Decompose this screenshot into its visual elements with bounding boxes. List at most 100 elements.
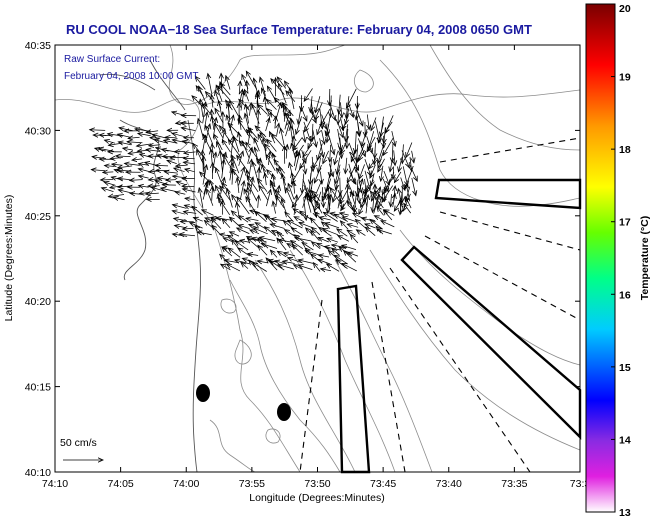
current-vector (399, 156, 403, 172)
current-vector (298, 260, 314, 264)
current-vector (245, 113, 250, 130)
x-axis: 74:10 74:05 74:00 73:55 73:50 73:45 73:40 73:35… (42, 45, 590, 490)
current-vector (148, 156, 161, 157)
current-vector (354, 192, 356, 213)
y-tick-label: 40:15 (25, 382, 51, 394)
contour-line (353, 69, 374, 93)
current-vector (258, 105, 268, 115)
current-vector (294, 153, 299, 171)
current-vector (286, 145, 287, 159)
current-vector (125, 163, 140, 165)
current-vector (350, 235, 359, 244)
current-vector (381, 221, 395, 228)
current-vector (327, 238, 339, 243)
current-vector (347, 201, 358, 214)
current-vector (356, 157, 357, 172)
current-note-line1: Raw Surface Current: (64, 54, 160, 65)
x-tick-label: 74:10 (42, 478, 68, 490)
current-vector (183, 141, 194, 144)
y-tick-label: 40:20 (25, 296, 51, 308)
current-vector (337, 157, 341, 174)
current-vector (223, 154, 230, 166)
current-vector (339, 94, 341, 114)
current-vector (302, 173, 304, 194)
current-vector (261, 244, 278, 249)
current-vector (248, 183, 258, 202)
contour-line (204, 89, 580, 113)
current-vector (314, 164, 322, 183)
current-vector (211, 218, 222, 230)
current-vector (402, 144, 403, 163)
current-vector (365, 224, 376, 229)
current-vector (340, 213, 349, 215)
current-vector (227, 188, 233, 208)
current-vector (211, 149, 212, 164)
current-vector (298, 102, 303, 124)
current-vector (265, 118, 270, 132)
current-vector (281, 128, 285, 146)
current-vector (340, 102, 342, 117)
colorbar-ticks: 13 14 15 16 17 18 19 20 (611, 3, 631, 518)
current-vector (258, 110, 259, 132)
current-vector (406, 197, 412, 209)
current-vector (310, 96, 312, 112)
current-vector (237, 178, 239, 194)
current-vector (356, 179, 362, 201)
boundary-line (439, 137, 580, 163)
current-vector (183, 189, 196, 192)
current-vector (315, 200, 323, 214)
colorbar-tick-label: 18 (619, 144, 631, 156)
current-vector (319, 217, 331, 220)
current-vector (220, 83, 231, 96)
current-vector (373, 195, 380, 214)
x-tick-label: 73:45 (370, 478, 396, 490)
current-vector (146, 193, 159, 194)
current-vector (378, 158, 385, 172)
coast-line (99, 73, 156, 91)
current-vector (382, 178, 388, 192)
current-vector (275, 116, 276, 129)
current-vector (290, 88, 295, 110)
current-vector (247, 148, 253, 164)
current-vector (202, 180, 208, 200)
current-vector (222, 160, 224, 179)
current-vector (199, 188, 204, 208)
current-vector (302, 243, 314, 251)
current-vector (338, 109, 339, 125)
y-tick-label: 40:25 (25, 211, 51, 223)
current-vector (253, 228, 268, 235)
current-vector (404, 203, 412, 214)
current-vector (304, 88, 313, 101)
current-vector (357, 138, 365, 156)
current-vector (313, 151, 323, 168)
current-vector (241, 262, 249, 269)
current-vector (326, 123, 329, 136)
current-vector (265, 97, 267, 111)
current-vector (345, 124, 347, 141)
current-vector (103, 172, 114, 173)
current-vector (367, 136, 376, 152)
current-vector (228, 248, 241, 258)
current-vector (183, 228, 194, 229)
current-vector (310, 218, 320, 229)
current-vector (132, 159, 143, 160)
current-vector (316, 96, 321, 112)
current-vector (259, 186, 269, 201)
current-vector (337, 123, 343, 137)
current-vector (283, 261, 295, 263)
current-vector (303, 129, 305, 142)
current-vector (277, 238, 287, 251)
current-vector (320, 171, 322, 185)
current-vector (385, 121, 393, 133)
current-vector (278, 265, 294, 270)
current-vector (253, 263, 267, 272)
current-vector (400, 177, 405, 191)
current-vector (390, 158, 393, 172)
current-vector (265, 173, 267, 186)
current-vector (321, 108, 331, 125)
current-vector (127, 142, 143, 143)
current-vector (271, 219, 285, 221)
current-vector (323, 229, 339, 236)
current-vector (175, 192, 186, 194)
current-vector (367, 114, 369, 130)
